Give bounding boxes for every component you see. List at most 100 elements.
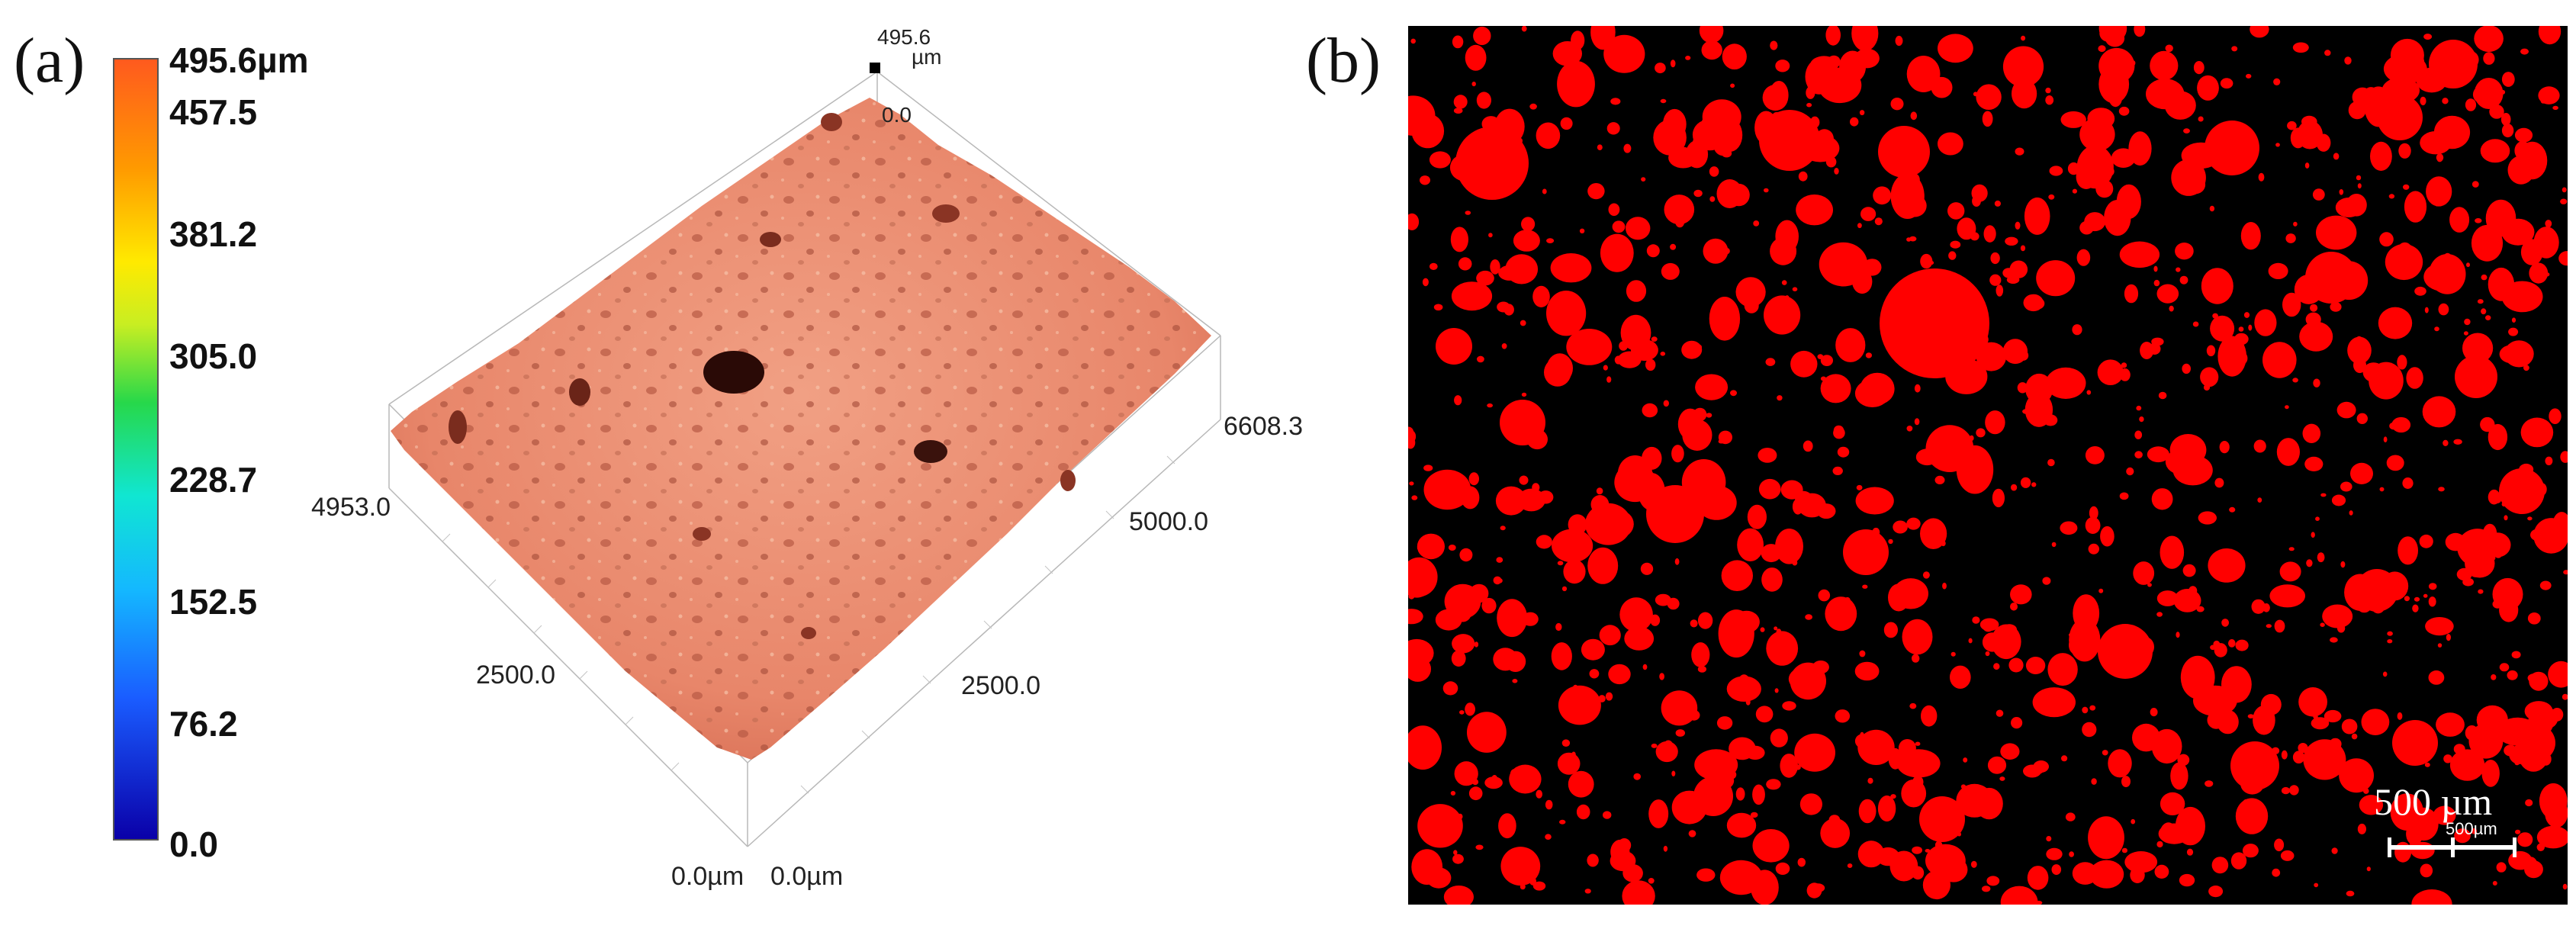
particle bbox=[2219, 441, 2230, 454]
particle bbox=[2333, 153, 2340, 160]
particle bbox=[2132, 723, 2160, 752]
particle bbox=[1664, 194, 1695, 225]
particle bbox=[2082, 706, 2089, 714]
particle bbox=[1947, 202, 1965, 220]
particle bbox=[2250, 26, 2269, 38]
particle bbox=[2508, 850, 2533, 870]
particle bbox=[1477, 355, 1484, 363]
particle bbox=[2160, 792, 2185, 815]
particle bbox=[1780, 480, 1803, 500]
particle bbox=[2165, 44, 2173, 53]
particle-map bbox=[1408, 26, 2568, 905]
particle bbox=[2156, 590, 2179, 606]
particle bbox=[1925, 270, 1931, 275]
particle bbox=[1910, 111, 1918, 121]
particle bbox=[2281, 786, 2291, 795]
particle bbox=[2274, 619, 2285, 633]
particle bbox=[2517, 832, 2533, 847]
particle bbox=[2091, 778, 2097, 785]
particle bbox=[1856, 484, 1863, 490]
particle bbox=[1423, 469, 1471, 510]
particle bbox=[1660, 352, 1666, 356]
particle bbox=[1453, 108, 1463, 114]
particle bbox=[2255, 26, 2261, 31]
particle bbox=[1945, 358, 1988, 394]
particle bbox=[2563, 570, 2568, 575]
particle bbox=[2186, 848, 2194, 856]
particle bbox=[1972, 195, 1981, 207]
particle bbox=[1779, 91, 1786, 97]
particle bbox=[2330, 261, 2369, 301]
particle bbox=[2536, 825, 2568, 849]
particle bbox=[1794, 733, 1835, 772]
particle bbox=[1642, 664, 1648, 670]
particle bbox=[1957, 832, 1961, 837]
particle bbox=[1429, 151, 1451, 169]
particle bbox=[1697, 666, 1706, 673]
particle bbox=[2336, 401, 2356, 419]
particle bbox=[1766, 779, 1781, 790]
particle bbox=[1481, 597, 1497, 614]
particle bbox=[2312, 188, 2325, 201]
particle bbox=[2545, 220, 2552, 228]
particle bbox=[1989, 274, 2002, 286]
particle bbox=[1819, 242, 1868, 287]
particle bbox=[2088, 543, 2099, 555]
particle bbox=[2085, 516, 2101, 535]
particle bbox=[2414, 727, 2435, 751]
particle bbox=[1888, 538, 1893, 545]
particle bbox=[2481, 760, 2500, 787]
particle bbox=[2124, 284, 2139, 304]
particle bbox=[1726, 676, 1761, 702]
particle bbox=[2404, 191, 2427, 223]
particle bbox=[1448, 545, 1456, 551]
particle bbox=[1737, 528, 1764, 561]
particle bbox=[2494, 553, 2502, 558]
particle bbox=[1655, 593, 1671, 606]
particle bbox=[2033, 760, 2049, 773]
particle bbox=[2301, 115, 2317, 128]
particle bbox=[1827, 55, 1841, 69]
particle bbox=[2082, 722, 2097, 738]
particle bbox=[2089, 506, 2098, 520]
particle bbox=[2240, 222, 2261, 250]
particle bbox=[1744, 298, 1759, 313]
particle bbox=[2529, 262, 2549, 284]
particle bbox=[2298, 687, 2327, 717]
particle bbox=[2119, 492, 2129, 500]
particle bbox=[2279, 561, 2301, 582]
particle bbox=[2230, 852, 2247, 870]
particle bbox=[2148, 342, 2161, 355]
particle bbox=[2347, 336, 2372, 365]
particle bbox=[1920, 253, 1933, 269]
particle bbox=[1835, 709, 1851, 723]
particle bbox=[2139, 416, 2144, 423]
particle bbox=[2382, 671, 2388, 677]
particle bbox=[1675, 729, 1685, 737]
particle bbox=[2397, 242, 2413, 261]
particle bbox=[2281, 750, 2288, 760]
particle bbox=[2310, 304, 2318, 312]
particle bbox=[1619, 597, 1653, 632]
particle bbox=[1452, 853, 1464, 864]
particle bbox=[1811, 883, 1825, 892]
particle bbox=[2511, 317, 2517, 323]
particle bbox=[2315, 516, 2320, 521]
particle bbox=[1545, 799, 1553, 810]
particle bbox=[1770, 728, 1788, 747]
particle bbox=[1827, 256, 1838, 267]
particle bbox=[2515, 829, 2521, 834]
particle bbox=[1532, 881, 1546, 891]
particle bbox=[1863, 259, 1882, 276]
particle bbox=[2508, 327, 2519, 336]
particle bbox=[2491, 674, 2497, 680]
scale-bar-tick bbox=[2513, 837, 2517, 857]
particle bbox=[1546, 291, 1587, 336]
particle bbox=[2158, 391, 2167, 400]
particle bbox=[1771, 161, 1778, 166]
particle bbox=[2010, 603, 2018, 611]
particle bbox=[2182, 363, 2191, 374]
particle bbox=[1641, 177, 1646, 182]
particle bbox=[1833, 426, 1845, 439]
particle bbox=[2390, 793, 2423, 831]
